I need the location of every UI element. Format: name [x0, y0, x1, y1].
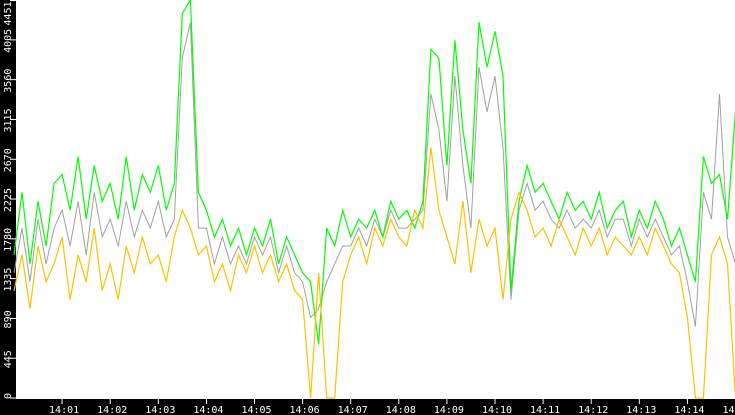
series-layer — [13, 0, 735, 399]
x-tick-label: 14:03 — [145, 405, 175, 415]
x-tick-label: 14:05 — [241, 405, 271, 415]
y-tick-label: 3560 — [3, 69, 14, 93]
y-tick-label: 2225 — [3, 188, 14, 212]
series-line-1 — [13, 22, 735, 327]
y-tick-label: 4005 — [3, 29, 14, 53]
y-tick-label: 4451 — [3, 2, 14, 26]
x-tick-label: 14:11 — [530, 405, 560, 415]
y-tick-label: 2670 — [3, 148, 14, 172]
y-tick-label: 1780 — [3, 228, 14, 252]
x-tick-label: 14:02 — [97, 405, 127, 415]
x-tick-label: 14:14 — [674, 405, 704, 415]
x-tick-label: 14:13 — [626, 405, 656, 415]
plot-area — [16, 0, 735, 399]
series-line-3 — [13, 147, 735, 399]
x-tick-label: 14:12 — [578, 405, 608, 415]
y-tick-label: 3115 — [3, 108, 14, 132]
x-tick-label: 14:15 — [722, 405, 735, 415]
x-axis: 14:01 14:02 14:03 14:04 14:05 14:06 14:07 14:08… — [49, 399, 735, 415]
y-tick-label: 890 — [3, 310, 14, 328]
x-tick-label: 14:09 — [434, 405, 464, 415]
series-line-2 — [13, 0, 735, 345]
x-tick-label: 14:06 — [290, 405, 320, 415]
x-tick-label: 14:04 — [193, 405, 223, 415]
x-tick-label: 14:07 — [338, 405, 368, 415]
x-tick-label: 14:08 — [386, 405, 416, 415]
y-tick-label: 1335 — [3, 268, 14, 292]
y-tick-label: 0 — [3, 393, 14, 399]
x-tick-label: 14:01 — [49, 405, 79, 415]
x-tick-label: 14:10 — [482, 405, 512, 415]
y-axis: 0 445 890 1335 1780 2225 2670 3115 3560 4005 4451 — [3, 0, 16, 399]
y-tick-label: 445 — [3, 350, 14, 368]
